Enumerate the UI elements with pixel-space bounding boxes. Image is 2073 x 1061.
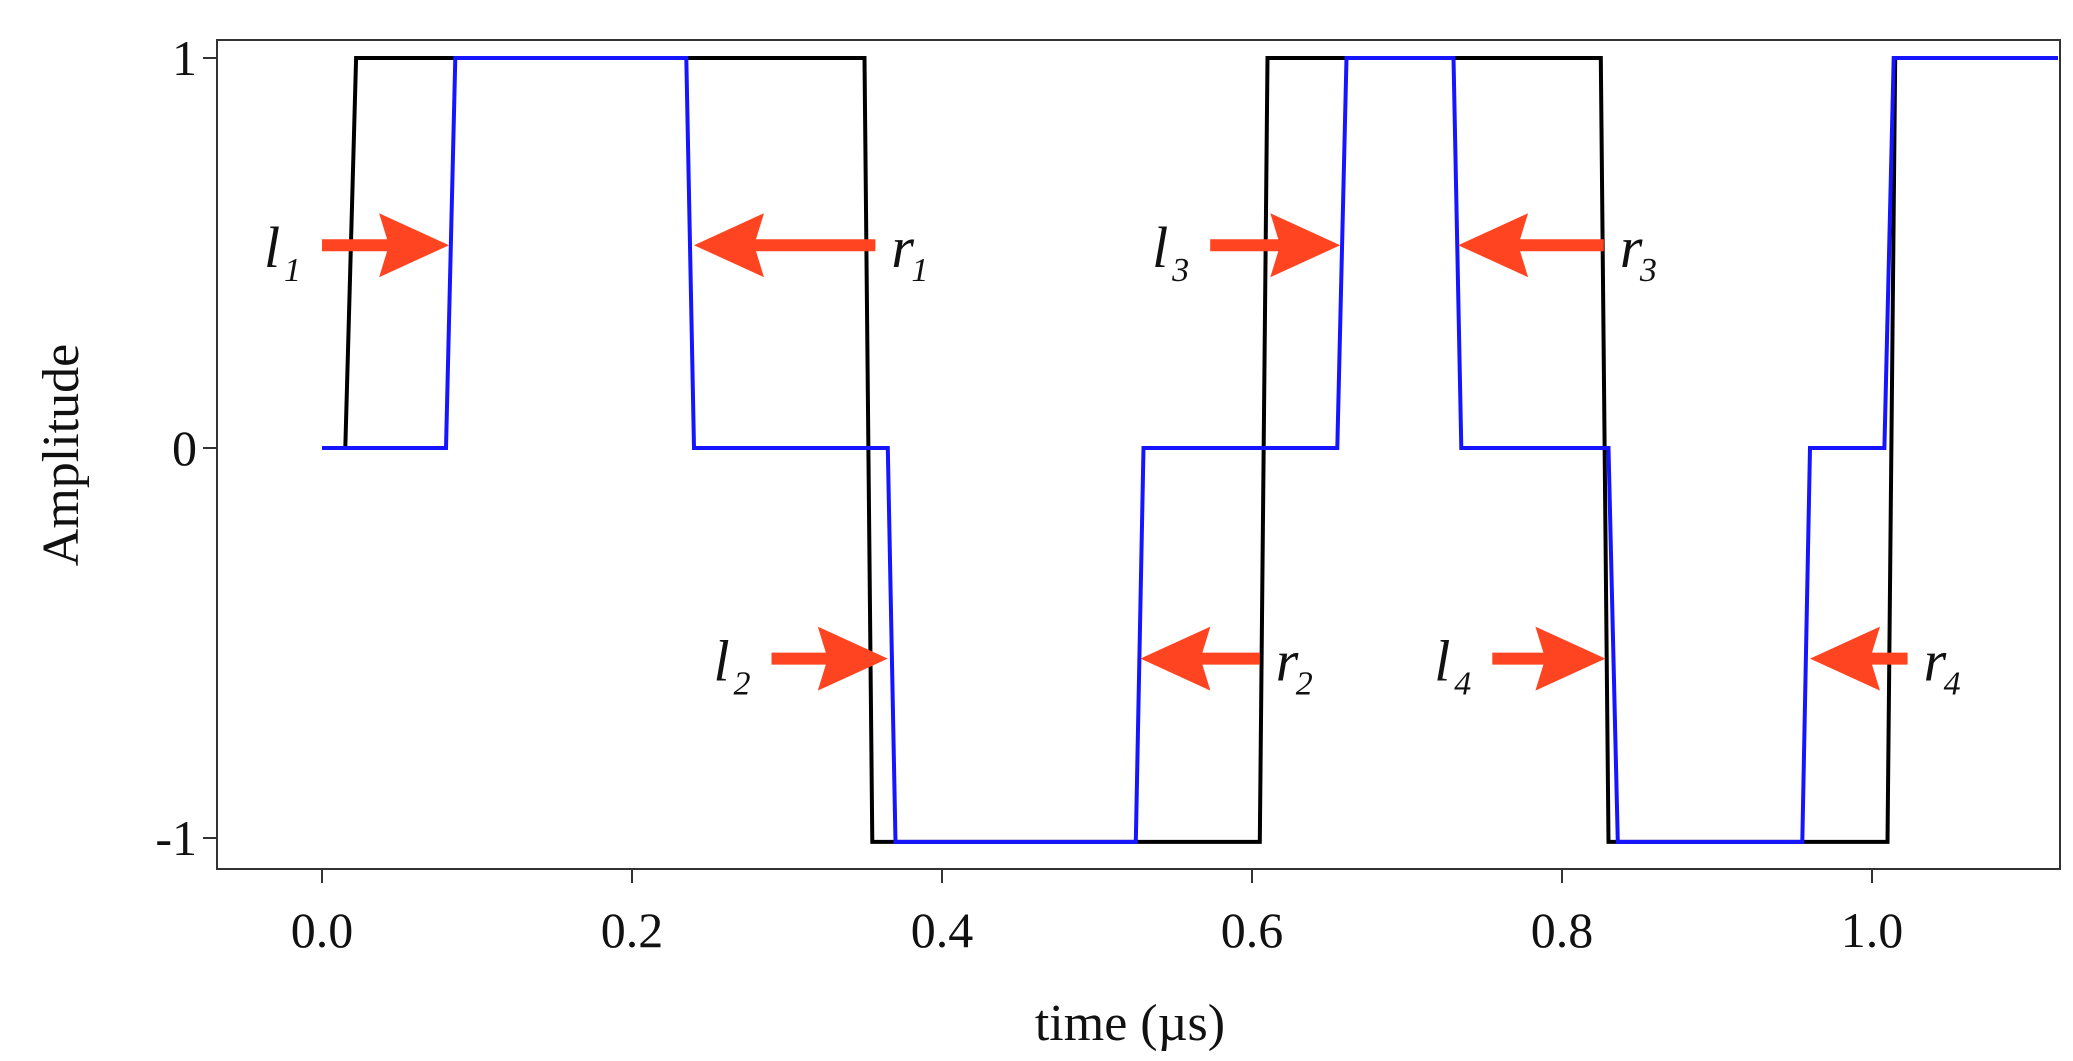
annotation-letter: l — [1434, 629, 1450, 694]
annotation-arrow — [694, 213, 876, 278]
x-tick-label: 0.8 — [1531, 902, 1594, 958]
annotation-letter: r — [1276, 629, 1299, 694]
series-layer — [322, 56, 2058, 844]
annotation-r3: r3 — [1458, 213, 1657, 289]
annotation-letter: r — [1924, 629, 1947, 694]
x-tick-label: 0.2 — [601, 902, 664, 958]
x-tick-label: 1.0 — [1841, 902, 1904, 958]
annotation-r2: r2 — [1140, 626, 1313, 703]
annotation-subscript: 3 — [1171, 252, 1189, 289]
x-tick-label: 0.0 — [291, 902, 354, 958]
annotation-letter: r — [891, 215, 914, 280]
annotation-arrow — [1140, 626, 1260, 691]
annotation-letter: l — [1152, 215, 1168, 280]
annotation-arrow — [1210, 213, 1341, 278]
annotation-layer: l 1 r1l 2 r2l 3 r3l 4 r4 — [264, 213, 1961, 703]
annotation-arrow — [322, 213, 450, 278]
series-line-2 — [322, 56, 2058, 844]
axis-ticks: 0.0 0.2 0.4 0.6 0.8 1.0 1 0 -1 — [155, 30, 1903, 958]
annotation-subscript: 2 — [734, 666, 751, 703]
x-tick-label: 0.4 — [911, 902, 974, 958]
annotation-r4: r4 — [1810, 626, 1961, 703]
y-tick-label: 1 — [172, 30, 197, 86]
annotation-r1: r1 — [694, 213, 928, 289]
annotation-arrow — [1810, 626, 1908, 691]
annotation-letter: l — [264, 215, 280, 280]
annotation-letter: r — [1620, 215, 1643, 280]
annotation-subscript: 1 — [911, 252, 928, 289]
y-tick-label: 0 — [172, 420, 197, 476]
series-line-1 — [343, 56, 2058, 844]
annotation-arrow — [1458, 213, 1604, 278]
annotation-subscript: 4 — [1944, 666, 1961, 703]
y-axis-label: Amplitude — [33, 344, 90, 566]
annotation-subscript: 2 — [1296, 666, 1313, 703]
annotation-subscript: 1 — [284, 252, 301, 289]
annotation-letter: l — [714, 629, 730, 694]
annotation-subscript: 3 — [1639, 252, 1657, 289]
annotation-subscript: 4 — [1454, 666, 1471, 703]
annotation-arrow — [771, 626, 888, 691]
x-axis-label: time (µs) — [1035, 995, 1225, 1052]
annotation-arrow — [1492, 626, 1606, 691]
x-tick-label: 0.6 — [1221, 902, 1284, 958]
y-tick-label: -1 — [155, 810, 197, 866]
plot-frame — [216, 39, 2061, 870]
